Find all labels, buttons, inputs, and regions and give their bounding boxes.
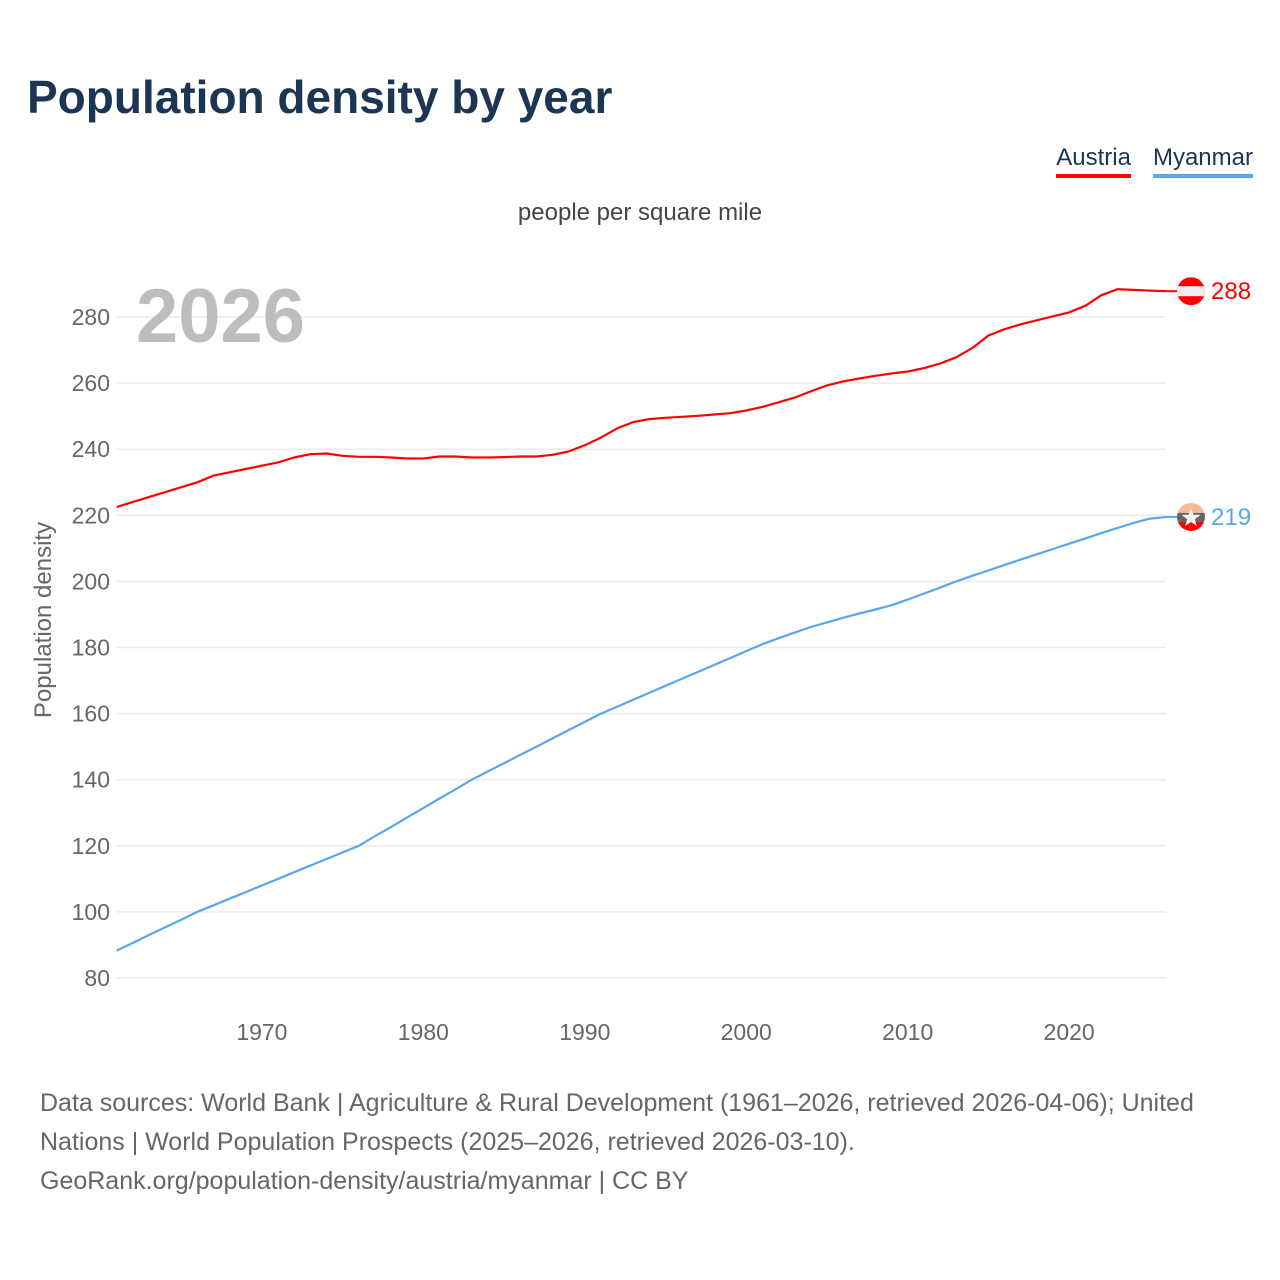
y-tick-label: 80 (84, 965, 110, 991)
y-tick-label: 160 (72, 701, 110, 727)
y-tick-label: 200 (72, 568, 110, 594)
flag-stripe-top (1177, 502, 1205, 513)
flag-body (1177, 277, 1205, 306)
y-tick-label: 120 (72, 833, 110, 859)
end-value-label: 288 (1211, 278, 1251, 305)
austria-flag-icon (1177, 277, 1205, 306)
footer: Data sources: World Bank | Agriculture &… (40, 1084, 1250, 1201)
legend: Austria Myanmar (1056, 144, 1253, 178)
year-watermark: 2026 (136, 274, 305, 359)
legend-item-myanmar[interactable]: Myanmar (1152, 144, 1253, 178)
x-tick-label: 1980 (398, 1019, 449, 1045)
myanmar-flag-icon (1177, 502, 1205, 531)
y-tick-label: 180 (72, 635, 110, 661)
x-tick-label: 2000 (721, 1019, 772, 1045)
data-sources: Data sources: World Bank | Agriculture &… (40, 1089, 1194, 1156)
y-axis-label: Population density (30, 522, 57, 718)
series-line-myanmar (116, 515, 1167, 952)
legend-item-austria[interactable]: Austria (1056, 144, 1131, 178)
credit-link[interactable]: GeoRank.org/population-density/austria/m… (40, 1167, 689, 1195)
y-tick-label: 100 (72, 899, 110, 925)
end-value-label: 219 (1211, 504, 1251, 531)
flag-stripe-bottom (1177, 521, 1205, 531)
chart-subtitle: people per square mile (518, 199, 762, 226)
y-tick-label: 140 (72, 767, 110, 793)
y-tick-label: 220 (72, 502, 110, 528)
x-tick-label: 1970 (236, 1019, 287, 1045)
flag-stripe-white (1177, 286, 1205, 297)
y-tick-label: 240 (72, 436, 110, 462)
y-tick-label: 280 (72, 304, 110, 330)
flag-star (1181, 508, 1201, 526)
chart-title: Population density by year (27, 71, 613, 123)
series-line-austria (116, 288, 1167, 509)
y-tick-label: 260 (72, 370, 110, 396)
x-tick-label: 2010 (882, 1019, 933, 1045)
x-tick-label: 2020 (1044, 1019, 1095, 1045)
x-tick-label: 1990 (559, 1019, 610, 1045)
flag-body (1177, 502, 1205, 531)
